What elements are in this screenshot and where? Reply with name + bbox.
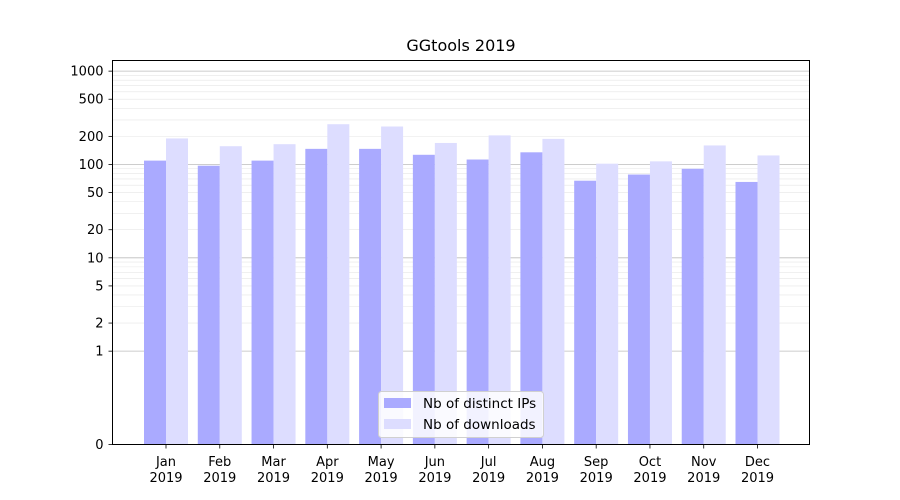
- x-tick-label-month: Feb: [208, 455, 231, 470]
- x-tick-label-month: Sep: [584, 455, 609, 470]
- x-tick-label-month: Mar: [261, 455, 286, 470]
- y-tick-label: 500: [79, 93, 104, 108]
- x-tick-label-month: Dec: [745, 455, 770, 470]
- legend-label-downloads: Nb of downloads: [423, 417, 536, 433]
- x-tick-label-month: Nov: [691, 455, 717, 470]
- x-tick-label-year: 2019: [311, 471, 344, 486]
- x-tick-label-year: 2019: [203, 471, 236, 486]
- bar-downloads-mar: [273, 144, 296, 445]
- chart-title: GGtools 2019: [406, 36, 515, 55]
- bar-downloads-jun: [434, 142, 457, 445]
- bar-downloads-jul: [488, 135, 511, 445]
- bar-distinct-ips-oct: [627, 174, 650, 445]
- y-tick-label: 1: [95, 345, 103, 360]
- x-tick-label-year: 2019: [526, 471, 559, 486]
- x-tick-label-month: Aug: [530, 455, 555, 470]
- x-tick-label-year: 2019: [580, 471, 613, 486]
- x-axis-ticks: Jan2019Feb2019Mar2019Apr2019May2019Jun20…: [149, 444, 774, 486]
- bar-distinct-ips-may: [359, 148, 382, 445]
- bar-downloads-oct: [649, 161, 672, 445]
- bar-downloads-jan: [166, 138, 188, 445]
- y-tick-label: 20: [87, 223, 104, 238]
- bar-distinct-ips-jun: [412, 154, 435, 445]
- legend: Nb of distinct IPs Nb of downloads: [378, 391, 544, 438]
- y-tick-label: 2: [95, 317, 103, 332]
- y-tick-label: 50: [87, 186, 104, 201]
- bar-distinct-ips-nov: [681, 168, 704, 445]
- bar-distinct-ips-feb: [197, 165, 220, 445]
- x-tick-label-year: 2019: [418, 471, 451, 486]
- x-tick-label-year: 2019: [149, 471, 182, 486]
- legend-label-distinct-ips: Nb of distinct IPs: [423, 396, 536, 412]
- bar-downloads-apr: [327, 124, 350, 445]
- y-tick-label: 1000: [70, 65, 103, 80]
- x-tick-label-month: Jan: [155, 455, 176, 470]
- bar-downloads-feb: [219, 146, 242, 445]
- x-tick-label-year: 2019: [687, 471, 720, 486]
- y-tick-label: 100: [79, 158, 104, 173]
- bar-downloads-sep: [596, 163, 619, 445]
- bars: [144, 124, 780, 445]
- x-tick-label-month: May: [368, 455, 395, 470]
- bar-downloads-nov: [703, 145, 726, 445]
- x-tick-label-year: 2019: [365, 471, 398, 486]
- bar-distinct-ips-dec: [735, 181, 758, 445]
- x-tick-label-year: 2019: [741, 471, 774, 486]
- y-tick-label: 5: [95, 279, 103, 294]
- bar-distinct-ips-jan: [144, 160, 166, 445]
- x-tick-label-month: Oct: [639, 455, 661, 470]
- x-tick-label-month: Apr: [316, 455, 339, 470]
- bar-distinct-ips-aug: [520, 152, 543, 445]
- y-tick-label: 200: [79, 130, 104, 145]
- x-tick-label-month: Jun: [424, 455, 445, 470]
- y-axis-ticks: 0 1 2 5 10 20 50 100 200 500 1000: [70, 65, 113, 453]
- y-tick-label: 0: [95, 438, 103, 453]
- bar-distinct-ips-apr: [305, 148, 328, 445]
- x-tick-label-year: 2019: [472, 471, 505, 486]
- x-tick-label-month: Jul: [480, 455, 497, 470]
- bar-downloads-may: [381, 126, 404, 445]
- y-tick-label: 10: [87, 251, 104, 266]
- bar-distinct-ips-mar: [251, 160, 274, 445]
- x-tick-label-year: 2019: [633, 471, 666, 486]
- legend-swatch-distinct-ips: [384, 398, 411, 408]
- bar-distinct-ips-jul: [466, 159, 489, 445]
- x-tick-label-year: 2019: [257, 471, 290, 486]
- plot-area-frame: [112, 60, 810, 445]
- bar-downloads-dec: [757, 155, 780, 445]
- bar-distinct-ips-sep: [574, 180, 597, 445]
- bar-downloads-aug: [542, 138, 565, 445]
- legend-swatch-downloads: [384, 419, 411, 429]
- legend-box: [378, 391, 544, 438]
